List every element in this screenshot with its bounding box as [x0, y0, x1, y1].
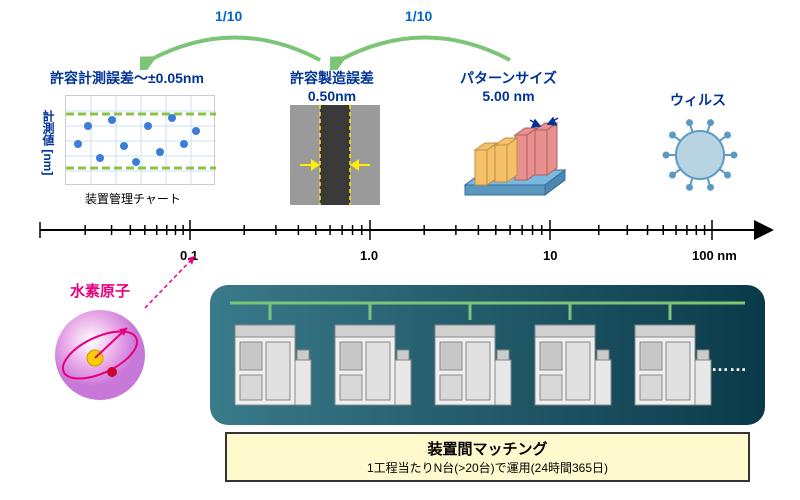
pattern-title: パターンサイズ 5.00 nm	[460, 68, 557, 104]
control-chart	[65, 95, 215, 185]
ratio-arrow-left	[140, 20, 330, 70]
machines-ellipsis: ……	[711, 355, 747, 376]
tick-1.0: 1.0	[360, 248, 378, 263]
matching-sub: 1工程当たりN台(>20台)で運用(24時間365日)	[231, 459, 744, 476]
measurement-title: 許容計測誤差～±0.05nm	[50, 68, 204, 88]
virus-title: ウィルス	[670, 90, 726, 110]
pattern-3d	[460, 110, 570, 200]
machine-unit	[530, 320, 615, 415]
ratio-arrow-right	[330, 20, 520, 70]
chart-caption: 装置管理チャート	[85, 190, 181, 207]
atom-label: 水素原子	[70, 280, 130, 301]
machine-unit	[230, 320, 315, 415]
ratio-label-right: 1/10	[405, 8, 432, 24]
machine-panel: ……	[210, 285, 765, 425]
yaxis-label: 計測値 [nm]	[40, 110, 57, 175]
manufacturing-title: 許容製造誤差 0.50nm	[290, 68, 374, 104]
log-axis	[30, 215, 780, 250]
machine-unit	[430, 320, 515, 415]
tick-100nm: 100 nm	[692, 248, 737, 263]
sem-image	[290, 105, 380, 205]
matching-box: 装置間マッチング 1工程当たりN台(>20台)で運用(24時間365日)	[225, 432, 750, 482]
machine-unit	[330, 320, 415, 415]
ratio-label-left: 1/10	[215, 8, 242, 24]
tick-10: 10	[543, 248, 557, 263]
atom-pointer	[140, 248, 210, 318]
virus-icon	[660, 115, 740, 195]
hydrogen-atom	[45, 300, 155, 410]
matching-title: 装置間マッチング	[231, 438, 744, 459]
machine-unit	[630, 320, 715, 415]
